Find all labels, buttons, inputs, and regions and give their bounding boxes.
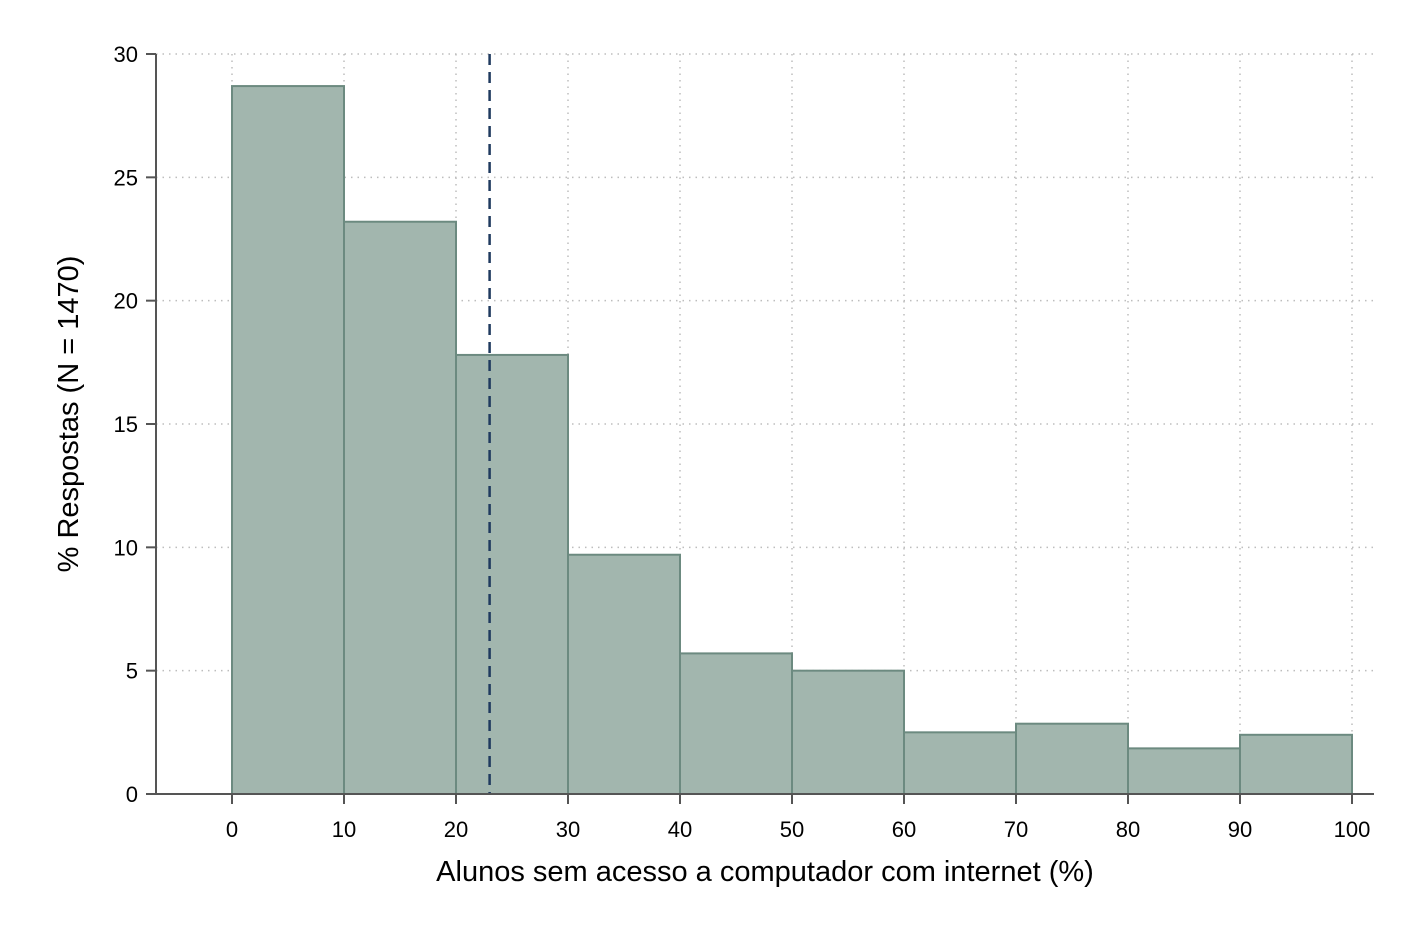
x-ticks: 0 10 20 30 40 50 60 70 80 90 100 <box>226 794 1370 842</box>
histogram-bar <box>567 553 681 795</box>
histogram-bar <box>455 353 569 795</box>
histogram-bar <box>1239 733 1353 795</box>
bars <box>231 85 1353 796</box>
x-tick-label: 80 <box>1116 817 1140 842</box>
histogram-bar <box>791 669 905 796</box>
y-tick-label: 5 <box>126 659 138 684</box>
histogram-bar <box>231 85 345 796</box>
x-axis-title: Alunos sem acesso a computador com inter… <box>436 856 1094 888</box>
x-tick-label: 40 <box>668 817 692 842</box>
histogram-bar <box>1015 722 1129 796</box>
y-tick-label: 15 <box>114 412 138 437</box>
histogram-bar <box>679 652 793 796</box>
histogram-bar <box>343 220 457 795</box>
x-tick-label: 90 <box>1228 817 1252 842</box>
x-tick-label: 10 <box>332 817 356 842</box>
y-axis-title: % Respostas (N = 1470) <box>53 256 85 573</box>
x-tick-label: 60 <box>892 817 916 842</box>
y-ticks: 0 5 10 15 20 25 30 <box>114 42 156 807</box>
x-tick-label: 50 <box>780 817 804 842</box>
x-tick-label: 100 <box>1334 817 1371 842</box>
y-tick-label: 0 <box>126 782 138 807</box>
y-tick-label: 25 <box>114 165 138 190</box>
y-tick-label: 30 <box>114 42 138 67</box>
x-tick-label: 20 <box>444 817 468 842</box>
y-tick-label: 20 <box>114 289 138 314</box>
x-tick-label: 30 <box>556 817 580 842</box>
x-tick-label: 70 <box>1004 817 1028 842</box>
y-tick-label: 10 <box>114 535 138 560</box>
histogram-bar <box>1127 747 1241 795</box>
x-tick-label: 0 <box>226 817 238 842</box>
histogram-bar <box>903 731 1017 795</box>
